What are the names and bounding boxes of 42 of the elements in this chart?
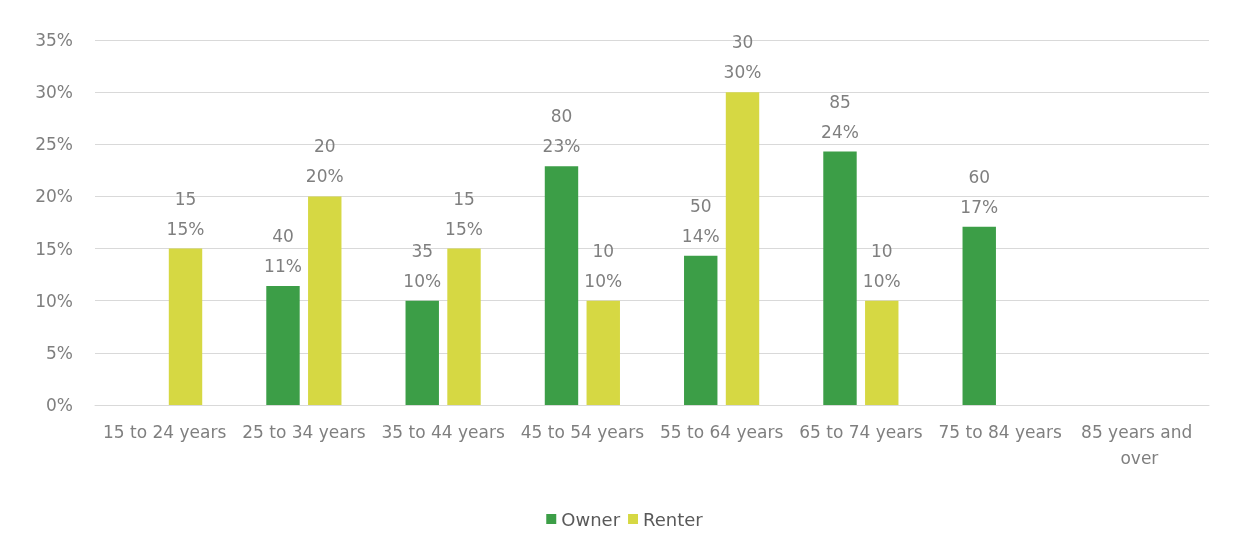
y-tick-label: 20% [35, 186, 73, 207]
legend-label: Renter [643, 508, 704, 530]
data-label: 10 10% [862, 240, 901, 291]
data-label: 80 23% [542, 106, 581, 157]
bar [684, 255, 718, 405]
data-label: 50 14% [681, 195, 720, 246]
x-tick-label: 25 to 34 years [242, 422, 366, 442]
x-tick-label: 55 to 64 years [659, 422, 784, 442]
y-tick-label: 35% [35, 30, 73, 50]
bar [544, 166, 579, 405]
x-tick-label: 35 to 44 years [381, 422, 505, 442]
y-tick-label: 10% [35, 290, 73, 311]
x-tick-label: 85 years and over [1081, 422, 1198, 468]
y-tick-label: 5% [46, 342, 73, 363]
x-tick-label: 45 to 54 years [520, 422, 645, 442]
y-tick-label: 15% [35, 238, 73, 259]
x-tick-label: 65 to 74 years [799, 422, 923, 442]
data-label: 60 17% [960, 166, 999, 217]
data-label: 20 20% [305, 136, 344, 187]
y-tick-label: 25% [35, 134, 73, 155]
bar [586, 300, 620, 405]
bar [266, 286, 300, 405]
bar [308, 196, 342, 405]
bar [168, 248, 203, 405]
data-label: 85 24% [821, 91, 859, 142]
data-label: 40 11% [264, 226, 302, 277]
data-label: 30 30% [723, 32, 762, 83]
legend-label: Owner [561, 508, 621, 530]
bar [405, 300, 439, 405]
bar [865, 300, 899, 405]
data-label: 35 10% [403, 240, 442, 291]
y-tick-label: 0% [46, 395, 73, 415]
bar [823, 151, 857, 405]
data-label: 15 15% [166, 188, 205, 239]
data-label: 10 10% [584, 240, 623, 291]
data-label: 15 15% [445, 188, 483, 239]
x-tick-label: 75 to 84 years [938, 422, 1062, 442]
x-tick-label: 15 to 24 years [102, 422, 227, 442]
bar [447, 248, 481, 405]
bar [725, 92, 760, 405]
y-tick-label: 30% [35, 82, 73, 103]
bar [962, 226, 996, 405]
